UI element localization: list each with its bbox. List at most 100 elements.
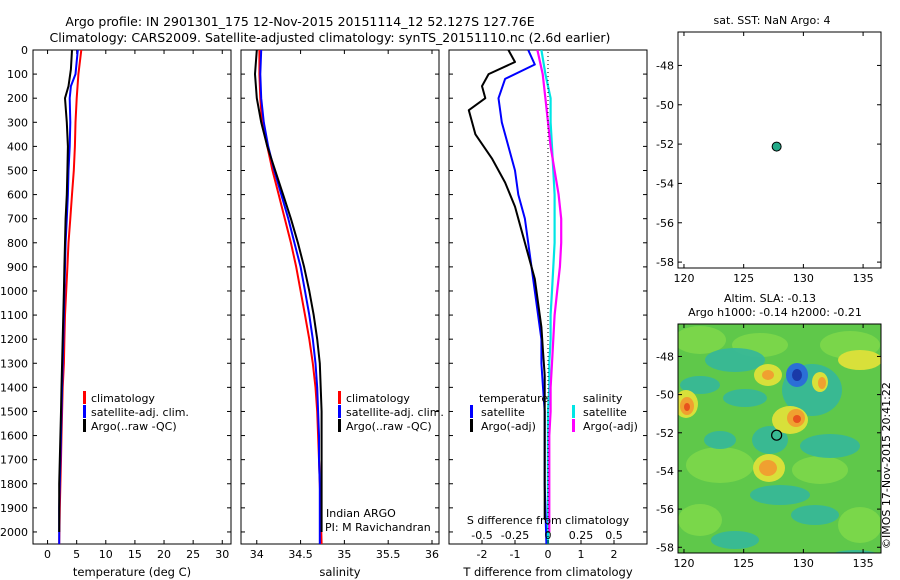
- x-tick-label: -2: [477, 548, 488, 561]
- sla-float-marker: [771, 429, 783, 441]
- depth-axis: 0 100 200 300 400 500 600 700 800 900 1000 1100 1200…: [0, 44, 647, 539]
- lon-tick-label: 120: [673, 557, 694, 570]
- difference-profiles: [467, 50, 563, 544]
- x-tick-label: 0: [44, 548, 51, 561]
- lat-tick-label: -54: [656, 465, 674, 478]
- temperature-legend: climatology satellite-adj. clim. Argo(..…: [83, 391, 189, 433]
- depth-tick-label: 600: [7, 189, 28, 202]
- lat-tick-label: -52: [656, 138, 674, 151]
- sst-float-marker: [771, 141, 782, 152]
- s-difference-label: S difference from climatology: [467, 514, 630, 527]
- depth-tick-label: 1100: [0, 309, 28, 322]
- x-tick-label: 35.5: [376, 548, 401, 561]
- depth-tick-label: 1400: [0, 381, 28, 394]
- x-tick-label: 30: [215, 548, 229, 561]
- depth-tick-label: 1500: [0, 405, 28, 418]
- depth-tick-label: 500: [7, 164, 28, 177]
- lat-tick-label: -56: [656, 503, 674, 516]
- depth-tick-label: 0: [21, 44, 28, 57]
- legend-salinity-header: salinity: [583, 392, 623, 405]
- x-tick-label: 34.5: [288, 548, 313, 561]
- series-line-argo-raw-qc: [58, 50, 73, 532]
- s-tick-label: 0: [545, 529, 552, 542]
- lat-tick-label: -58: [656, 541, 674, 554]
- t-difference-label: T difference from climatology: [462, 565, 633, 579]
- lon-tick-label: 135: [853, 272, 874, 285]
- legend-temperature-header: temperature: [479, 392, 548, 405]
- temperature-legend-climatology: climatology: [91, 392, 155, 405]
- series-line-satellite-adj-clim: [259, 50, 321, 544]
- salinity-legend-swatch-satellite: [338, 405, 341, 418]
- sla-map-title-line1: Altim. SLA: -0.13: [724, 292, 816, 305]
- temperature-x-label: temperature (deg C): [73, 565, 191, 579]
- lat-tick-label: -50: [656, 389, 674, 402]
- salinity-legend-climatology: climatology: [346, 392, 410, 405]
- sla-heatmap: [678, 324, 881, 553]
- series-line-climatology: [258, 50, 323, 544]
- depth-tick-label: 200: [7, 92, 28, 105]
- series-line-salinity-argo-adj: [536, 50, 563, 532]
- depth-tick-label: 1000: [0, 285, 28, 298]
- depth-tick-label: 1600: [0, 430, 28, 443]
- x-tick-label: 36: [425, 548, 439, 561]
- temperature-legend-swatch-argo: [83, 419, 86, 432]
- x-tick-label: 15: [128, 548, 142, 561]
- depth-tick-label: 300: [7, 116, 28, 129]
- lat-tick-label: -50: [656, 99, 674, 112]
- t-difference-axis: -2 -1 0 1 2: [477, 540, 618, 561]
- salinity-legend: climatology satellite-adj. clim. Argo(..…: [338, 391, 444, 433]
- series-line-temperature-argo-adj: [467, 50, 546, 520]
- series-line-temperature-satellite: [497, 50, 548, 544]
- depth-tick-label: 1700: [0, 454, 28, 467]
- lon-tick-label: 120: [673, 272, 694, 285]
- temperature-panel-frame: [32, 49, 232, 545]
- temperature-x-axis: 0 5 10 15 20 25 30: [44, 50, 229, 561]
- x-tick-label: 25: [186, 548, 200, 561]
- depth-tick-label: 1300: [0, 357, 28, 370]
- figure-title-line1: Argo profile: IN 2901301_175 12-Nov-2015…: [65, 14, 534, 29]
- difference-legend: temperature satellite Argo(-adj) salinit…: [470, 392, 638, 433]
- sst-map-axes: -48 -50 -52 -54 -56 -58 120 125 130 135: [656, 32, 881, 285]
- salinity-note-line1: Indian ARGO: [326, 507, 396, 520]
- lon-tick-label: 125: [733, 557, 754, 570]
- sla-map-frame: [677, 323, 882, 554]
- legend-temp-swatch-satellite: [470, 405, 473, 418]
- temperature-profiles: [58, 50, 83, 544]
- temperature-legend-satellite: satellite-adj. clim.: [91, 406, 189, 419]
- salinity-profiles: [254, 50, 323, 544]
- series-line-argo-raw-qc: [254, 50, 323, 532]
- s-tick-label: 0.25: [569, 529, 594, 542]
- sst-map-title: sat. SST: NaN Argo: 4: [714, 14, 831, 27]
- x-tick-label: 1: [578, 548, 585, 561]
- salinity-legend-satellite: satellite-adj. clim.: [346, 406, 444, 419]
- salinity-legend-swatch-climatology: [338, 391, 341, 404]
- lat-tick-label: -56: [656, 217, 674, 230]
- lon-tick-label: 125: [733, 272, 754, 285]
- salinity-legend-argo: Argo(..raw -QC): [346, 420, 432, 433]
- salinity-note-line2: PI: M Ravichandran: [325, 521, 431, 534]
- legend-temp-argo: Argo(-adj): [481, 420, 536, 433]
- lat-tick-label: -48: [656, 59, 674, 72]
- depth-tick-label: 1900: [0, 502, 28, 515]
- temperature-legend-swatch-satellite: [83, 405, 86, 418]
- legend-temp-satellite: satellite: [481, 406, 525, 419]
- figure-title-line2: Climatology: CARS2009. Satellite-adjuste…: [50, 30, 611, 45]
- lon-tick-label: 135: [853, 557, 874, 570]
- x-tick-label: 20: [157, 548, 171, 561]
- x-tick-label: 10: [99, 548, 113, 561]
- temperature-legend-swatch-climatology: [83, 391, 86, 404]
- s-tick-label: -0.25: [501, 529, 529, 542]
- series-line-salinity-satellite: [540, 50, 556, 544]
- imos-timestamp-label: ©IMOS 17-Nov-2015 20:41:22: [880, 382, 893, 549]
- legend-sal-argo: Argo(-adj): [583, 420, 638, 433]
- salinity-legend-swatch-argo: [338, 419, 341, 432]
- depth-tick-label: 800: [7, 237, 28, 250]
- s-tick-label: -0.5: [471, 529, 492, 542]
- x-tick-label: -1: [510, 548, 521, 561]
- x-tick-label: 2: [611, 548, 618, 561]
- lon-tick-label: 130: [793, 557, 814, 570]
- depth-tick-label: 2000: [0, 526, 28, 539]
- salinity-panel-frame: [240, 49, 440, 545]
- depth-tick-label: 700: [7, 213, 28, 226]
